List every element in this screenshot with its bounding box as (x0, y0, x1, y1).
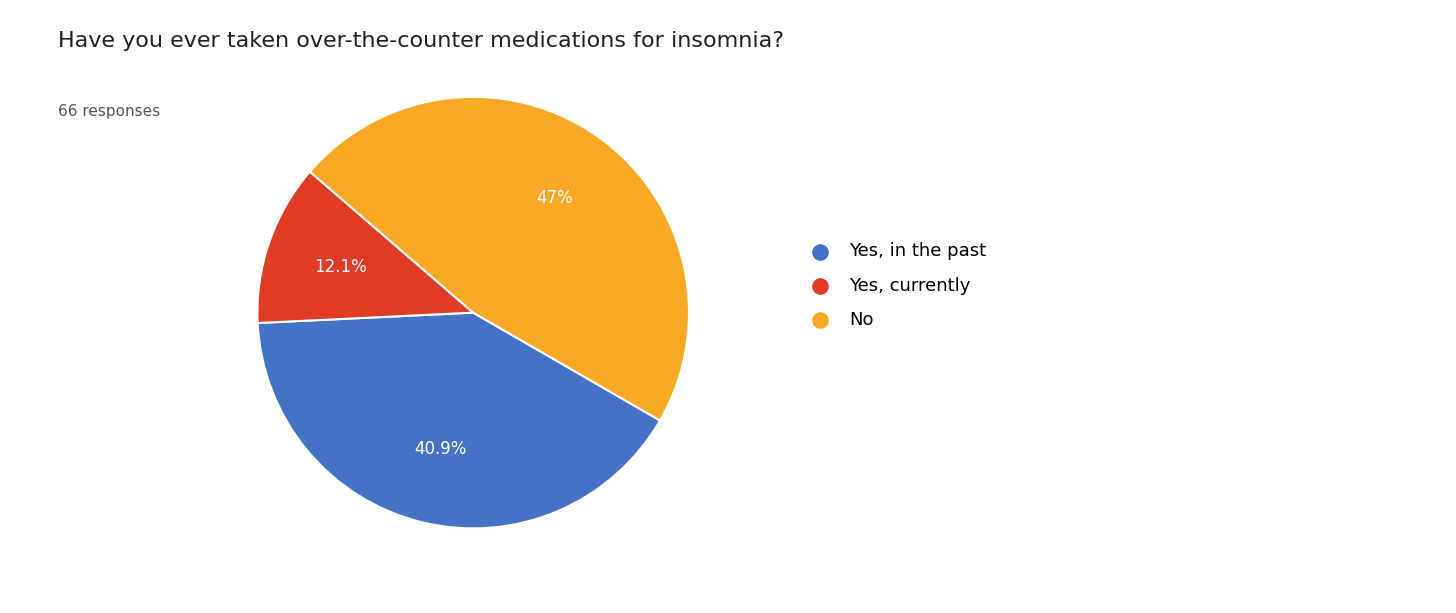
Text: 66 responses: 66 responses (58, 104, 160, 119)
Text: 12.1%: 12.1% (314, 258, 367, 276)
Wedge shape (258, 313, 660, 528)
Text: 47%: 47% (536, 189, 572, 207)
Wedge shape (258, 172, 473, 323)
Text: Have you ever taken over-the-counter medications for insomnia?: Have you ever taken over-the-counter med… (58, 31, 785, 51)
Legend: Yes, in the past, Yes, currently, No: Yes, in the past, Yes, currently, No (795, 235, 993, 336)
Text: 40.9%: 40.9% (414, 440, 466, 458)
Wedge shape (310, 97, 689, 421)
